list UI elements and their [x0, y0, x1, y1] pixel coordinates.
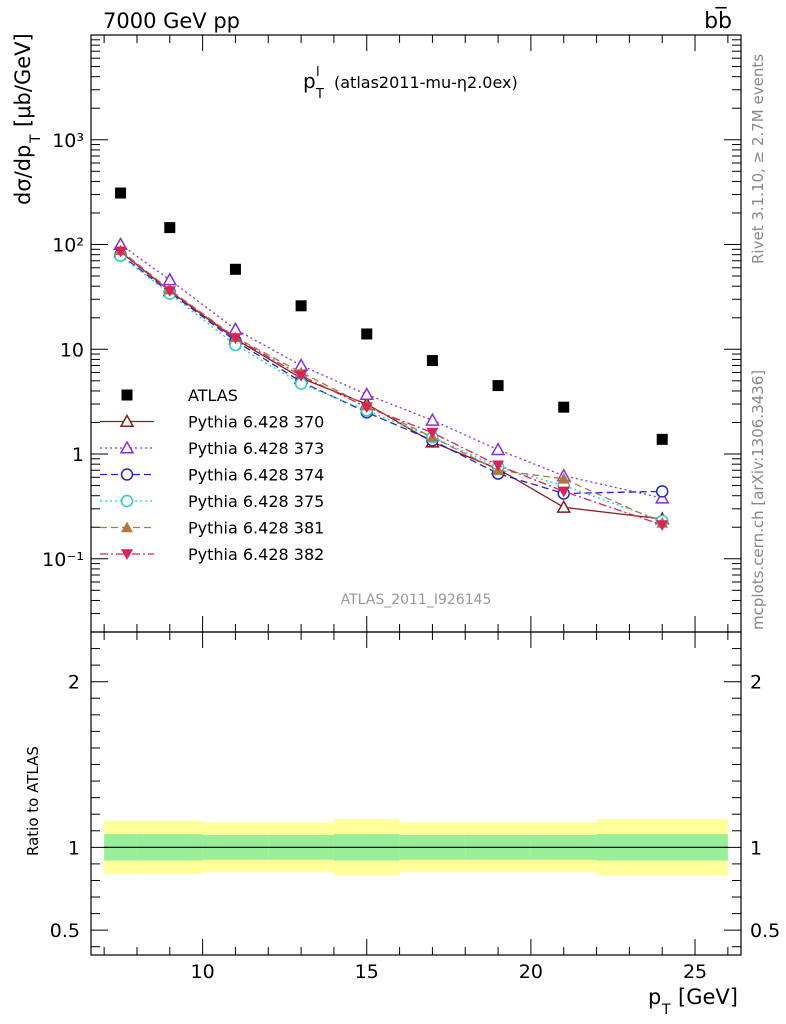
y-axis-label-main: dσ/dp T [μb/GeV] — [11, 33, 44, 205]
energy-label: 7000 GeV pp — [103, 9, 240, 33]
data-point — [492, 380, 504, 392]
legend-marker — [120, 494, 134, 508]
y-tick-label-ratio-right: 0.5 — [750, 920, 780, 942]
x-label-unit: [GeV] — [678, 985, 738, 1009]
data-point — [655, 485, 669, 498]
y-tick-label-ratio: 2 — [68, 672, 80, 694]
y-tick-label-ratio: 1 — [68, 837, 80, 859]
plot-title: p l T (atlas2011-mu-η2.0ex) — [303, 65, 518, 102]
x-axis-label: p T [GeV] — [648, 985, 738, 1018]
data-point — [492, 460, 505, 472]
title-main: p — [303, 69, 316, 93]
data-point — [163, 286, 176, 297]
legend-label: ATLAS — [188, 386, 238, 405]
legend-marker — [120, 468, 134, 481]
ratio-panel-frame — [90, 631, 742, 956]
series-line — [120, 255, 663, 522]
data-point — [229, 263, 241, 275]
y-tick-label-main: 10⁻¹ — [42, 549, 84, 571]
legend-marker — [119, 413, 135, 428]
data-point — [164, 222, 176, 234]
series-line — [120, 254, 663, 495]
legend-label: Pythia 6.428 375 — [188, 492, 324, 511]
x-tick-label: 15 — [355, 961, 379, 983]
y-tick-label-ratio-right: 1 — [750, 837, 762, 859]
data-point — [359, 386, 375, 401]
title-sub: T — [315, 87, 324, 102]
data-point — [425, 412, 440, 426]
y-label-main-unit: [μb/GeV] — [11, 33, 35, 127]
legend-label: Pythia 6.428 382 — [188, 545, 324, 564]
data-point — [295, 370, 308, 382]
data-point — [114, 246, 127, 258]
data-point — [490, 442, 506, 456]
data-point — [426, 355, 438, 367]
data-point — [115, 187, 127, 199]
y-label-main-text: dσ/dp — [11, 145, 35, 205]
data-point — [229, 333, 242, 345]
x-tick-label: 10 — [191, 961, 215, 983]
title-suffix: (atlas2011-mu-η2.0ex) — [334, 73, 518, 92]
main-panel-frame — [90, 34, 742, 633]
data-point — [162, 272, 178, 286]
data-point — [558, 401, 570, 413]
data-point — [656, 433, 668, 445]
analysis-id: ATLAS_2011_I926145 — [341, 592, 492, 608]
legend-label: Pythia 6.428 370 — [188, 413, 324, 432]
data-point — [556, 499, 572, 513]
x-tick-label: 25 — [683, 961, 707, 983]
y-tick-label-main: 10³ — [52, 130, 84, 152]
legend-label: Pythia 6.428 374 — [188, 466, 324, 485]
series-4 — [120, 255, 663, 522]
y-tick-label-ratio-right: 2 — [750, 672, 762, 694]
chart-marks: 10 15 20 25 10⁻¹ 1 10 10² 10³ 0.5 0.5 1 1 2 2 ATLAS Pyth… — [42, 34, 780, 983]
y-tick-label-main: 10² — [52, 235, 84, 257]
legend-marker — [121, 521, 133, 533]
y-axis-label-ratio: Ratio to ATLAS — [24, 746, 42, 856]
legend-marker — [121, 549, 133, 560]
y-tick-label-main: 1 — [72, 444, 84, 466]
series-line — [120, 243, 663, 499]
x-tick-label: 20 — [519, 961, 543, 983]
data-point — [361, 328, 373, 340]
legend-label: Pythia 6.428 373 — [188, 439, 324, 458]
title-sup: l — [316, 65, 320, 80]
process-label: bb̅ — [704, 7, 732, 34]
legend-label: Pythia 6.428 381 — [188, 519, 324, 538]
y-label-main-sub: T — [28, 134, 44, 144]
x-label-text: p — [648, 985, 661, 1009]
legend-marker — [119, 440, 135, 454]
series-3 — [120, 254, 663, 495]
data-point — [557, 486, 570, 498]
data-point — [656, 520, 669, 532]
legend-marker — [121, 389, 133, 401]
y-tick-label-main: 10 — [60, 339, 84, 361]
data-point — [295, 300, 307, 312]
x-label-sub: T — [661, 1002, 671, 1018]
mcplots-label: mcplots.cern.ch [arXiv:1306.3436] — [749, 370, 767, 630]
series-2 — [120, 243, 663, 499]
rivet-label: Rivet 3.1.10, ≥ 2.7M events — [749, 54, 767, 264]
data-point — [426, 427, 439, 439]
y-tick-label-ratio: 0.5 — [50, 920, 80, 942]
data-point — [557, 472, 570, 484]
data-point — [360, 402, 373, 414]
